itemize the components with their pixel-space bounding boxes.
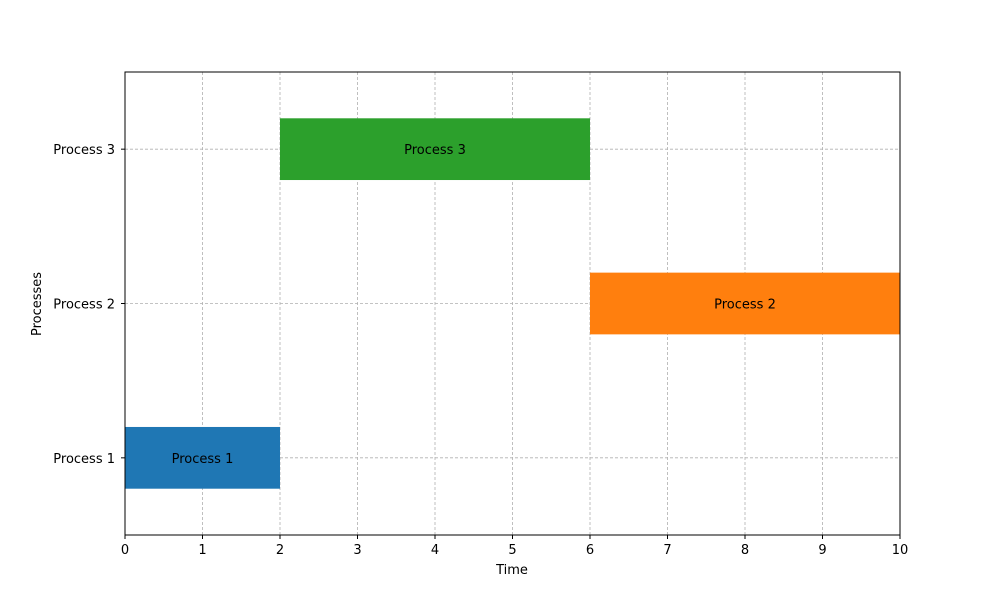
x-tick-label: 6 xyxy=(586,543,594,558)
x-tick-label: 1 xyxy=(198,543,206,558)
bar-label: Process 3 xyxy=(404,143,466,158)
gantt-bar xyxy=(590,272,900,335)
x-tick-label: 10 xyxy=(892,543,909,558)
y-axis-label: Processes xyxy=(30,272,45,336)
bars: Process 1 Process 2 Process 3 xyxy=(125,118,900,489)
y-tick-label: Process 1 xyxy=(53,452,115,467)
bar-label: Process 2 xyxy=(714,298,776,313)
x-tick-label: 5 xyxy=(508,543,516,558)
x-axis: 0 1 2 3 4 5 6 7 8 9 10 xyxy=(121,535,908,558)
x-tick-label: 7 xyxy=(663,543,671,558)
x-tick-label: 2 xyxy=(276,543,284,558)
x-tick-label: 8 xyxy=(741,543,749,558)
y-axis: Process 1 Process 2 Process 3 xyxy=(53,143,125,467)
x-tick-label: 0 xyxy=(121,543,129,558)
y-tick-label: Process 2 xyxy=(53,298,115,313)
x-axis-label: Time xyxy=(495,563,528,578)
x-tick-label: 9 xyxy=(818,543,826,558)
x-tick-label: 4 xyxy=(431,543,439,558)
x-tick-label: 3 xyxy=(353,543,361,558)
y-tick-label: Process 3 xyxy=(53,143,115,158)
gantt-bar xyxy=(125,426,280,489)
bar-label: Process 1 xyxy=(172,452,234,467)
gantt-bar xyxy=(280,118,590,181)
